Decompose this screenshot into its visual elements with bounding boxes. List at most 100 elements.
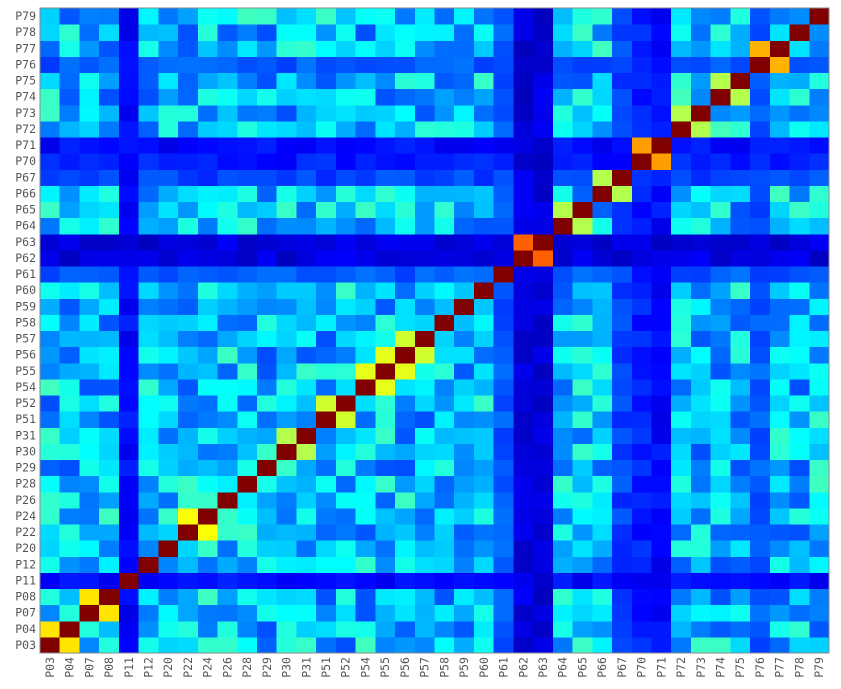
heatmap-cell [671,378,692,396]
y-tick-label: P08 [15,590,36,604]
heatmap-cell [572,507,593,525]
heatmap-cell [59,217,81,235]
heatmap-cell [355,556,376,573]
heatmap-cell [118,72,140,90]
heatmap-cell [789,201,810,219]
heatmap-cell [414,427,436,444]
heatmap-cell [592,491,613,509]
heatmap-cell [789,540,810,557]
heatmap-cell [138,137,159,154]
x-tick-label: P22 [181,657,195,678]
heatmap-cell [671,137,692,154]
heatmap-cell [710,56,731,74]
heatmap-cell [395,217,416,235]
heatmap-cell [296,169,317,186]
heatmap-cell [789,24,810,41]
heatmap-cell [572,314,593,332]
heatmap-cell [395,556,416,573]
y-tick-label: P57 [15,332,36,346]
heatmap-cell [237,104,258,122]
heatmap-cell [395,282,416,299]
heatmap-cell [99,475,120,493]
heatmap-cell [335,604,357,622]
heatmap-cell [809,314,830,332]
heatmap-cell [138,56,159,74]
heatmap-cell [276,201,298,219]
heatmap-cell [59,72,81,90]
heatmap-cell [99,540,120,557]
heatmap-cell [158,411,179,428]
heatmap-cell [789,524,810,541]
heatmap-cell [769,185,791,203]
heatmap-cell [769,266,791,283]
heatmap-cell [375,56,396,74]
heatmap-cell [750,588,771,606]
heatmap-cell [572,56,593,74]
heatmap-cell [434,266,455,283]
heatmap-cell [197,540,219,557]
heatmap-cell [809,217,830,235]
heatmap-cell [414,104,436,122]
heatmap-cell [237,249,258,267]
heatmap-cell [197,604,219,622]
heatmap-cell [414,636,436,654]
heatmap-cell [316,378,337,396]
heatmap-cell [355,56,376,74]
heatmap-cell [355,362,376,380]
heatmap-cell [710,249,731,267]
heatmap-cell [809,443,830,461]
heatmap-cell [809,153,830,170]
heatmap-cell [335,411,357,428]
heatmap-cell [217,233,238,251]
heatmap-cell [99,72,120,90]
heatmap-cell [592,282,613,299]
heatmap-cell [493,507,515,525]
heatmap-cell [59,524,81,541]
heatmap-cell [296,330,317,348]
heatmap-cell [316,153,337,170]
heatmap-cell [592,137,613,154]
heatmap-cell [434,298,455,315]
heatmap-cell [631,185,653,203]
heatmap-cell [118,411,140,428]
y-tick-label: P79 [15,9,36,23]
y-tick-label: P63 [15,235,36,249]
heatmap-cell [335,491,357,509]
heatmap-cell [612,282,633,299]
heatmap-cell [533,282,554,299]
heatmap-cell [138,314,159,332]
heatmap-cell [730,427,751,444]
heatmap-cell [355,72,376,90]
heatmap-cell [789,120,810,138]
heatmap-cell [79,298,100,315]
heatmap-cell [256,459,278,477]
heatmap-cell [651,330,672,348]
heatmap-cell [592,395,613,412]
heatmap-cell [395,233,416,251]
heatmap-cell [138,120,159,138]
heatmap-cell [40,120,61,138]
heatmap-cell [316,8,337,25]
heatmap-cell [335,556,357,573]
heatmap-cell [434,120,455,138]
heatmap-cell [375,346,396,364]
heatmap-cell [178,314,199,332]
heatmap-cell [572,88,593,106]
heatmap-cell [690,314,712,332]
heatmap-cell [197,137,219,154]
heatmap-cell [809,201,830,219]
heatmap-cell [335,24,357,41]
heatmap-cell [730,395,751,412]
heatmap-cell [276,88,298,106]
heatmap-cell [651,8,672,25]
heatmap-cell [59,395,81,412]
heatmap-cell [730,572,751,590]
heatmap-cell [118,556,140,573]
heatmap-cell [730,201,751,219]
heatmap-cell [237,411,258,428]
heatmap-cell [59,459,81,477]
heatmap-cell [572,556,593,573]
heatmap-cell [750,362,771,380]
heatmap-cell [750,540,771,557]
heatmap-cell [533,72,554,90]
